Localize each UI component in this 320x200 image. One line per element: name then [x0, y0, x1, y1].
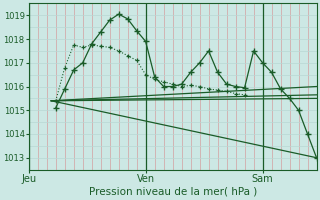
X-axis label: Pression niveau de la mer( hPa ): Pression niveau de la mer( hPa )	[89, 187, 257, 197]
